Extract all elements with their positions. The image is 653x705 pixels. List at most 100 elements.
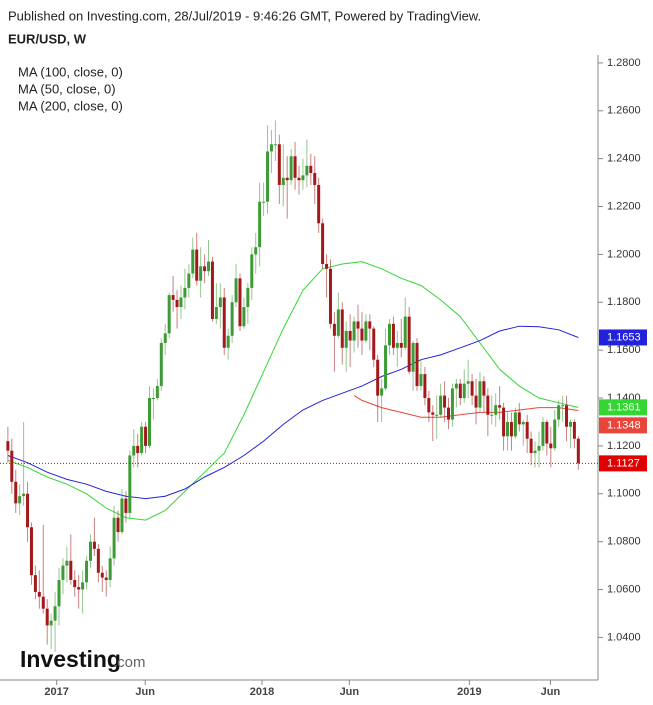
candle-body: [297, 177, 301, 181]
candle-body: [22, 493, 26, 497]
candle-body: [407, 316, 411, 372]
candle-body: [41, 596, 45, 609]
candle-body: [309, 165, 313, 174]
candle-body: [454, 383, 458, 389]
candle-body: [45, 608, 49, 626]
candle-body: [269, 144, 273, 152]
candle-body: [92, 541, 96, 549]
candle-body: [171, 295, 175, 300]
candle-body: [234, 278, 238, 303]
candle-body: [494, 405, 498, 415]
candle-body: [325, 263, 329, 269]
price-label: 1.1653: [607, 331, 641, 343]
candle-body: [88, 541, 92, 561]
legend-label: MA (200, close, 0): [18, 98, 123, 113]
candle-body: [230, 302, 234, 336]
candle-body: [352, 321, 356, 341]
candle-body: [458, 383, 462, 399]
candle-body: [572, 421, 576, 439]
candle-body: [222, 297, 226, 348]
candle-body: [254, 247, 258, 255]
candle-body: [73, 579, 77, 588]
candle-body: [10, 450, 14, 482]
candle-body: [447, 407, 450, 420]
candle-body: [533, 450, 537, 454]
candle-body: [364, 321, 368, 341]
price-label-box: [599, 399, 647, 416]
ma-line: [7, 325, 579, 500]
candle-body: [399, 342, 403, 348]
candle-body: [576, 438, 580, 464]
source-note: Published on Investing.com, 28/Jul/2019 …: [8, 8, 481, 23]
candle-body: [541, 421, 545, 446]
candle-body: [537, 445, 541, 451]
candle-body: [49, 620, 53, 626]
candle-body: [439, 395, 443, 415]
candle-body: [391, 323, 395, 348]
watermark-name: Investing: [20, 646, 121, 672]
candle-body: [167, 295, 171, 334]
candle-body: [132, 445, 136, 456]
candle-body: [502, 407, 506, 437]
x-tick-label: 2019: [457, 686, 481, 698]
candle-body: [317, 184, 321, 224]
candle-body: [509, 421, 513, 437]
candle-body: [112, 517, 116, 559]
candle-body: [340, 309, 344, 348]
price-label: 1.1348: [607, 419, 641, 431]
candle-body: [348, 330, 352, 341]
candle-body: [529, 438, 533, 454]
candle-body: [498, 405, 502, 408]
candle-body: [136, 445, 140, 454]
price-label-box: [599, 417, 647, 434]
candle-body: [6, 441, 10, 451]
y-tick-label: 1.0600: [607, 583, 641, 595]
candle-body: [104, 577, 108, 580]
candle-body: [513, 412, 517, 437]
candle-body: [360, 328, 364, 341]
candle-body: [474, 395, 478, 408]
candle-body: [262, 201, 266, 203]
y-tick-label: 1.2000: [607, 248, 641, 260]
candle-body: [195, 249, 199, 281]
candle-body: [207, 261, 211, 272]
candle-body: [148, 398, 151, 446]
candle-body: [344, 330, 348, 348]
candle-body: [214, 307, 218, 320]
candle-body: [490, 414, 494, 416]
candle-body: [435, 414, 439, 416]
candle-body: [372, 328, 376, 360]
y-tick-label: 1.2400: [607, 153, 641, 165]
candle-body: [403, 316, 407, 348]
candle-body: [521, 421, 525, 425]
y-tick-label: 1.0800: [607, 536, 641, 548]
candle-body: [478, 381, 482, 408]
candle-body: [336, 309, 340, 336]
candle-body: [423, 374, 427, 399]
candle-body: [250, 254, 254, 288]
price-label: 1.1127: [607, 457, 640, 469]
candle-body: [77, 587, 81, 590]
candle-body: [69, 560, 73, 580]
candle-body: [419, 374, 423, 387]
candle-body: [120, 498, 124, 533]
price-label-box: [599, 455, 647, 472]
candle-body: [33, 575, 37, 592]
candle-body: [313, 173, 317, 185]
candle-body: [289, 156, 293, 181]
candle-body: [561, 405, 565, 407]
candle-body: [506, 421, 510, 437]
y-tick-label: 1.2200: [607, 200, 641, 212]
y-tick-label: 1.1600: [607, 344, 641, 356]
candle-body: [203, 266, 207, 272]
candle-body: [81, 582, 85, 590]
candle-body: [29, 527, 33, 576]
candle-body: [427, 398, 431, 413]
candle-body: [116, 517, 120, 533]
x-tick-label: 2017: [44, 686, 68, 698]
candle-body: [108, 558, 112, 580]
candle-body: [293, 156, 297, 178]
ma-line: [353, 395, 579, 418]
candle-body: [368, 321, 372, 329]
